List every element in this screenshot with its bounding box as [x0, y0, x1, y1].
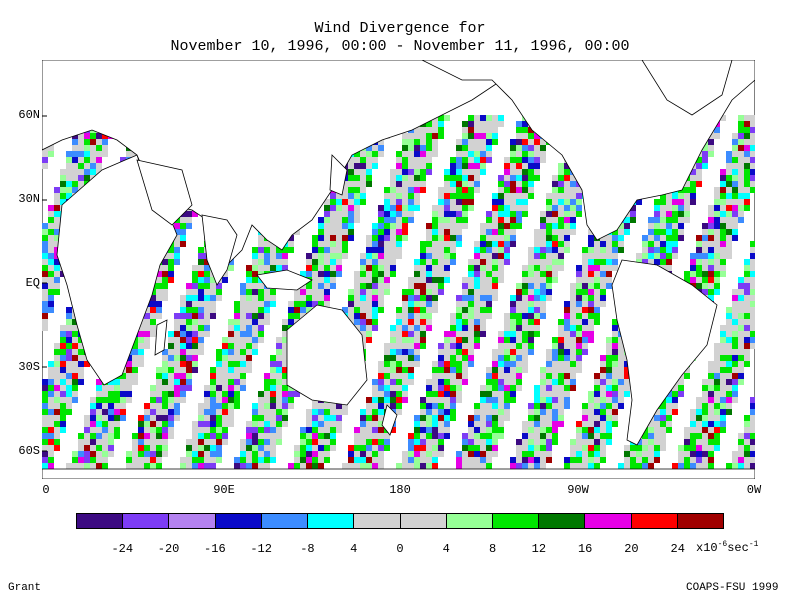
colorbar-swatch	[261, 514, 309, 528]
colorbar	[76, 513, 724, 529]
colorbar-swatch	[492, 514, 540, 528]
colorbar-swatch	[308, 514, 355, 528]
japan-land	[329, 154, 348, 196]
colorbar-swatch	[585, 514, 632, 528]
colorbar-swatch	[400, 514, 447, 528]
colorbar-tick-label: 8	[488, 542, 497, 556]
colorbar-tick-label: 12	[531, 542, 547, 556]
colorbar-swatch	[215, 514, 262, 528]
lat-label-30s: 30S	[18, 360, 40, 374]
lat-ticks	[42, 115, 47, 452]
footer-author: Grant	[8, 582, 42, 594]
indonesia-land	[256, 269, 313, 291]
colorbar-tick-label: -16	[204, 542, 226, 556]
colorbar-swatch	[539, 514, 586, 528]
north-america-land	[421, 60, 755, 241]
colorbar-swatch	[77, 514, 124, 528]
lat-label-30n: 30N	[18, 192, 40, 206]
lat-label-eq: EQ	[25, 276, 40, 290]
colorbar-tick-label: 4	[350, 542, 358, 556]
eurasia-land	[42, 60, 543, 266]
footer-credit: COAPS-FSU 1999	[686, 582, 779, 594]
colorbar-tick-label: -24	[111, 542, 134, 556]
australia-land	[286, 304, 368, 406]
colorbar-tick-label: -8	[300, 542, 315, 556]
lon-label-0: 0	[42, 483, 50, 497]
new-zealand-land	[381, 404, 398, 436]
colorbar-swatch	[123, 514, 170, 528]
lat-label-60n: 60N	[18, 108, 40, 122]
colorbar-tick-label: 24	[670, 542, 685, 556]
colorbar-tick-label: 0	[396, 542, 404, 556]
wind-divergence-map	[42, 60, 755, 479]
colorbar-swatch	[354, 514, 401, 528]
antarctica-land	[42, 468, 755, 479]
colorbar-swatch	[677, 514, 724, 528]
colorbar-tick-label: -12	[250, 542, 272, 556]
colorbar-tick-label: 4	[442, 542, 450, 556]
colorbar-tick-label: 20	[624, 542, 639, 556]
lon-label-180: 180	[389, 483, 411, 497]
colorbar-tick-label: -20	[157, 542, 180, 556]
lon-label-90e: 90E	[213, 483, 235, 497]
colorbar-swatch	[446, 514, 493, 528]
lon-label-0w: 0W	[746, 483, 762, 497]
lon-label-90w: 90W	[567, 483, 589, 497]
madagascar-land	[154, 319, 168, 356]
india-land	[201, 214, 238, 286]
chart-subtitle: November 10, 1996, 00:00 - November 11, …	[170, 38, 630, 55]
colorbar-units: x10-6sec-1	[696, 540, 759, 555]
colorbar-tick-label: 16	[577, 542, 593, 556]
lat-label-60s: 60S	[18, 444, 40, 458]
chart-title: Wind Divergence for	[314, 20, 486, 37]
land-masses	[42, 60, 755, 479]
arabia-land	[136, 159, 193, 226]
south-america-land	[611, 259, 718, 446]
greenland-land	[641, 60, 733, 116]
colorbar-swatch	[169, 514, 216, 528]
colorbar-swatch	[631, 514, 678, 528]
